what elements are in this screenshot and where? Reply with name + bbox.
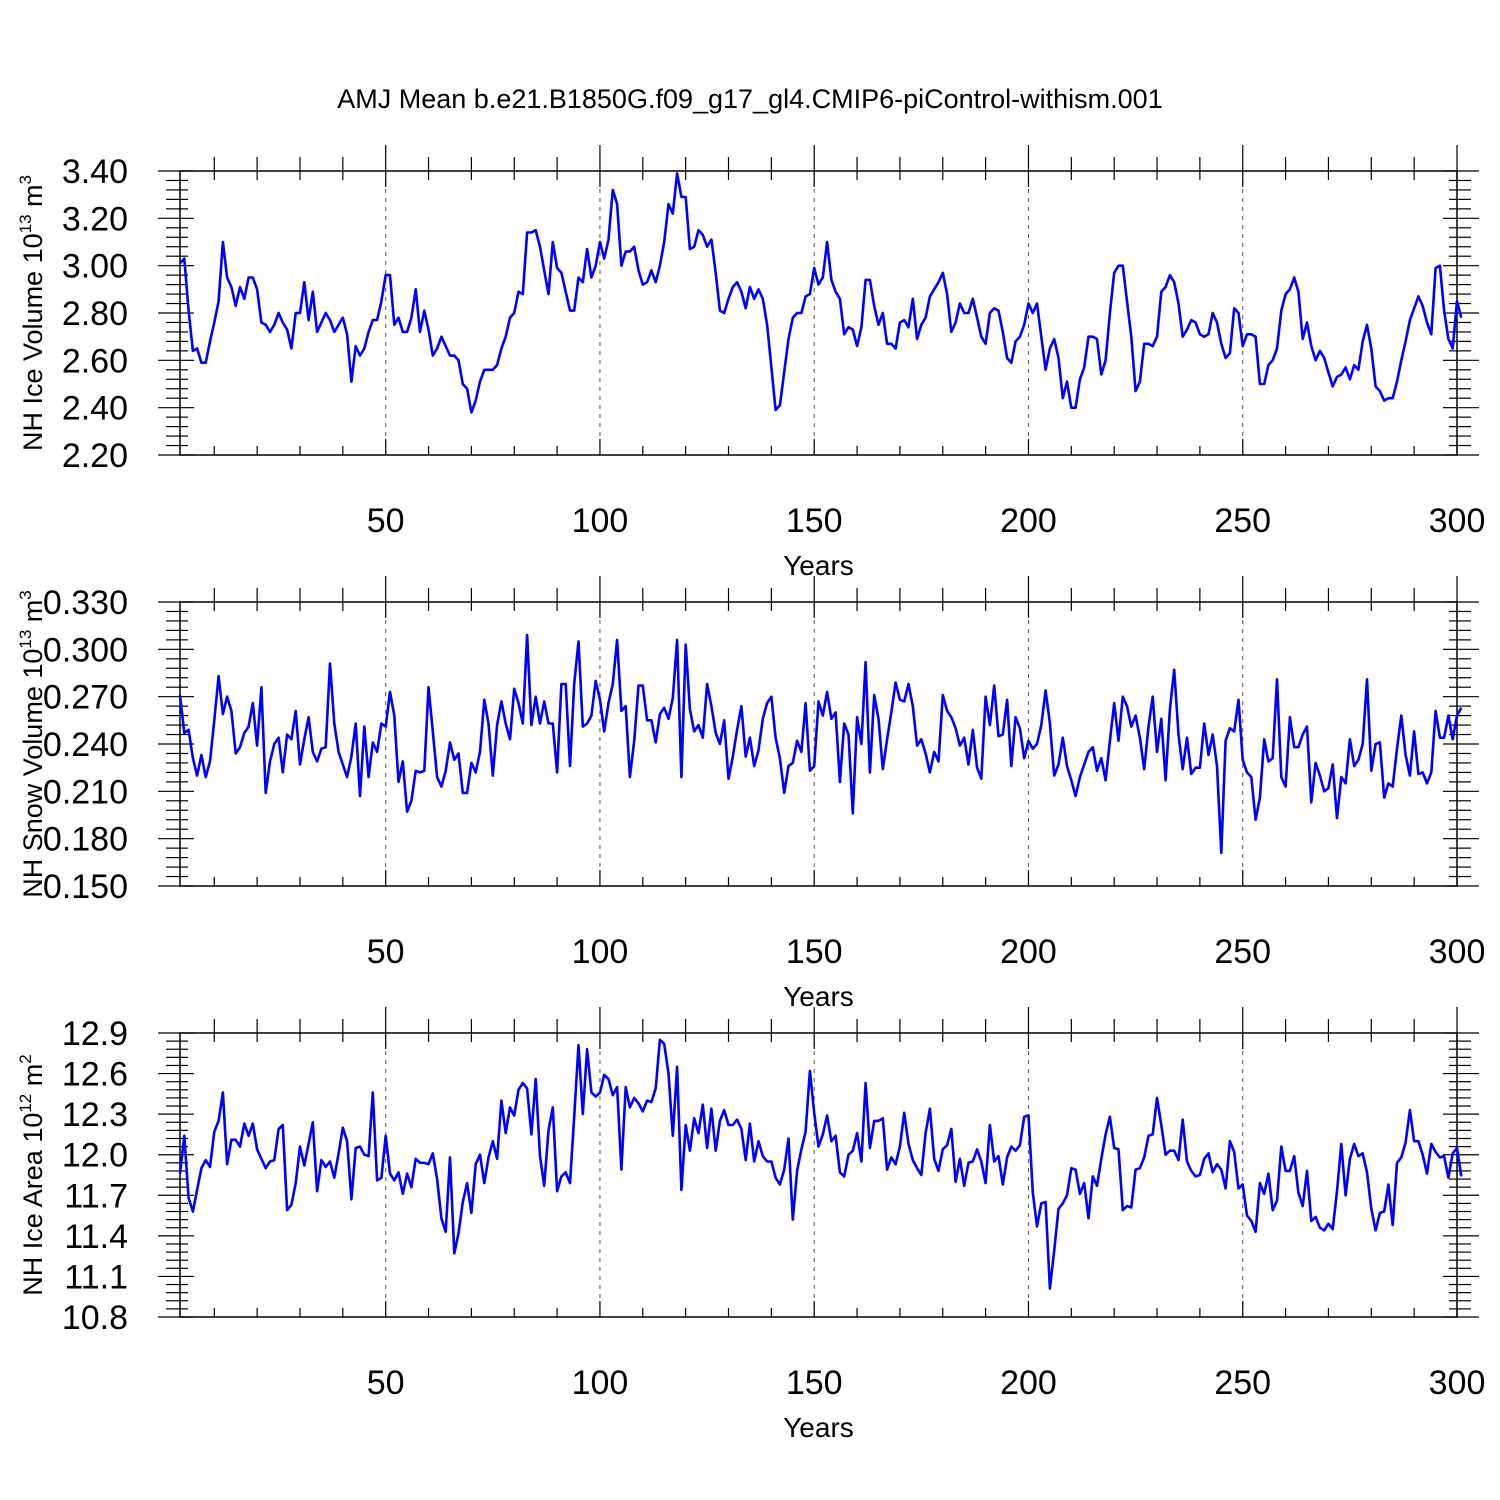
- panel-ice-volume-ylabel: NH Ice Volume 1013 m3: [16, 175, 48, 451]
- panel-snow-volume-ytick-label: 0.180: [43, 821, 128, 859]
- panel-snow-volume-ytick-label: 0.150: [43, 868, 128, 906]
- panel-snow-volume-ytick-label: 0.210: [43, 773, 128, 811]
- panel-snow-volume-xlabel: Years: [783, 981, 854, 1012]
- panel-snow-volume-frame: [179, 601, 1458, 887]
- panel-snow-volume-xtick-label: 300: [1429, 933, 1486, 971]
- panel-ice-volume: 2.20 2.40 2.60 2.80 3.00 3.20 3.40 50 100 150 200 2…: [16, 145, 1485, 581]
- panel-ice-volume-ytick-label: 2.60: [62, 342, 128, 380]
- panel-snow-volume: 0.150 0.180 0.210 0.240 0.270 0.300 0.330 50 100…: [16, 576, 1485, 1012]
- panel-ice-area-xtick-label: 150: [786, 1364, 843, 1402]
- panel-snow-volume-ytick-label: 0.270: [43, 679, 128, 717]
- panel-ice-area-xtick-label: 100: [572, 1364, 629, 1402]
- panel-snow-volume-ylabel: NH Snow Volume 1013 m3: [16, 590, 48, 898]
- panel-ice-volume-xtick-label: 150: [786, 502, 843, 540]
- panel-ice-volume-frame: [179, 170, 1458, 456]
- panel-ice-volume-ytick-label: 2.80: [62, 295, 128, 333]
- panel-ice-area-ylabel: NH Ice Area 1012 m2: [16, 1054, 48, 1295]
- panel-ice-volume-xtick-label: 250: [1214, 502, 1271, 540]
- panel-ice-area-ytick-label: 11.1: [64, 1258, 128, 1296]
- panel-ice-volume-xtick-label: 300: [1429, 502, 1486, 540]
- panel-ice-area-xtick-label: 300: [1429, 1364, 1486, 1402]
- panel-ice-volume-xtick-label: 200: [1000, 502, 1057, 540]
- panel-snow-volume-ytick-label: 0.330: [43, 584, 128, 622]
- panel-ice-volume-xtick-label: 100: [572, 502, 629, 540]
- panel-ice-area-xtick-label: 50: [367, 1364, 405, 1402]
- panel-ice-area-ytick-label: 12.0: [62, 1137, 128, 1175]
- panel-ice-area-frame: [179, 1032, 1458, 1318]
- panel-ice-volume-ytick-label: 2.40: [62, 390, 128, 428]
- panel-ice-area-series-line: [178, 1038, 1463, 1290]
- panel-ice-area-ytick-label: 12.6: [62, 1056, 128, 1094]
- panel-snow-volume-xtick-label: 250: [1214, 933, 1271, 971]
- panel-ice-volume-series-line: [179, 172, 1463, 414]
- panel-snow-volume-xtick-label: 100: [572, 933, 629, 971]
- panel-snow-volume-ytick-label: 0.300: [43, 631, 128, 669]
- panel-ice-area-ytick-label: 11.4: [64, 1218, 128, 1256]
- panel-ice-area-ytick-label: 12.3: [62, 1096, 128, 1134]
- panel-snow-volume-xtick-label: 50: [367, 933, 405, 971]
- panel-snow-volume-ytick-label: 0.240: [43, 726, 128, 764]
- panel-ice-area: 10.811.111.411.712.012.312.612.9 50 100 150…: [16, 1007, 1485, 1443]
- panel-ice-area-ytick-label: 11.7: [64, 1177, 128, 1215]
- panel-ice-area-ytick-label: 10.8: [62, 1299, 128, 1337]
- panel-ice-volume-xlabel: Years: [783, 550, 854, 581]
- panel-ice-area-xtick-label: 200: [1000, 1364, 1057, 1402]
- panel-ice-area-xtick-label: 250: [1214, 1364, 1271, 1402]
- panel-ice-volume-ytick-label: 3.40: [62, 153, 128, 191]
- panel-ice-volume-ytick-label: 2.20: [62, 437, 128, 475]
- panel-ice-volume-ytick-label: 3.20: [62, 200, 128, 238]
- panel-ice-area-ytick-label: 12.9: [62, 1015, 128, 1053]
- panel-snow-volume-xtick-label: 200: [1000, 933, 1057, 971]
- panel-ice-volume-xtick-label: 50: [367, 502, 405, 540]
- panel-ice-volume-ytick-label: 3.00: [62, 248, 128, 286]
- panel-snow-volume-xtick-label: 150: [786, 933, 843, 971]
- panel-snow-volume-series-line: [178, 633, 1463, 855]
- panel-ice-area-xlabel: Years: [783, 1412, 854, 1443]
- chart-title: AMJ Mean b.e21.B1850G.f09_g17_gl4.CMIP6-…: [337, 84, 1162, 114]
